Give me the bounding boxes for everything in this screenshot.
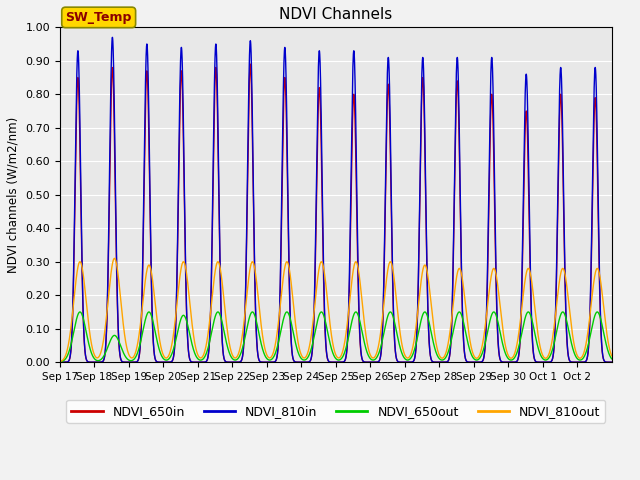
NDVI_810in [256, 359, 264, 364]
Line: NDVI_810in: NDVI_810in [60, 37, 612, 362]
NDVI_810out [465, 332, 473, 337]
NDVI_650out [248, 309, 256, 315]
Line: NDVI_810out: NDVI_810out [60, 258, 612, 361]
NDVI_650in [465, 359, 473, 365]
NDVI_810out [256, 310, 264, 315]
Title: NDVI Channels: NDVI Channels [279, 7, 392, 22]
Line: NDVI_650in: NDVI_650in [60, 64, 612, 362]
Text: SW_Temp: SW_Temp [65, 11, 132, 24]
NDVI_650out [406, 356, 414, 361]
NDVI_810in [56, 360, 64, 365]
NDVI_810in [465, 359, 473, 365]
NDVI_650in [256, 359, 264, 364]
NDVI_810in [608, 360, 616, 365]
NDVI_650in [56, 360, 64, 365]
NDVI_650out [56, 359, 64, 365]
NDVI_650in [383, 134, 390, 140]
NDVI_810out [111, 255, 118, 261]
NDVI_810out [406, 352, 414, 358]
NDVI_810out [495, 289, 502, 295]
NDVI_810out [608, 353, 616, 359]
NDVI_650out [256, 335, 264, 340]
NDVI_810out [84, 313, 92, 319]
NDVI_810in [84, 359, 92, 364]
NDVI_650in [608, 360, 616, 365]
NDVI_650in [246, 61, 254, 67]
Line: NDVI_650out: NDVI_650out [60, 312, 612, 362]
NDVI_810in [383, 113, 390, 119]
NDVI_810in [495, 344, 502, 350]
NDVI_650out [495, 322, 502, 327]
Legend: NDVI_650in, NDVI_810in, NDVI_650out, NDVI_810out: NDVI_650in, NDVI_810in, NDVI_650out, NDV… [67, 400, 605, 423]
NDVI_810out [56, 359, 64, 364]
NDVI_650in [495, 346, 502, 352]
NDVI_810in [109, 35, 116, 40]
NDVI_650out [383, 318, 390, 324]
NDVI_810in [406, 360, 414, 365]
Y-axis label: NDVI channels (W/m2/nm): NDVI channels (W/m2/nm) [7, 117, 20, 273]
NDVI_650out [84, 336, 92, 342]
NDVI_650out [608, 356, 616, 361]
NDVI_650out [465, 345, 473, 350]
NDVI_650in [406, 360, 414, 365]
NDVI_650in [84, 359, 92, 364]
NDVI_810out [383, 276, 390, 282]
